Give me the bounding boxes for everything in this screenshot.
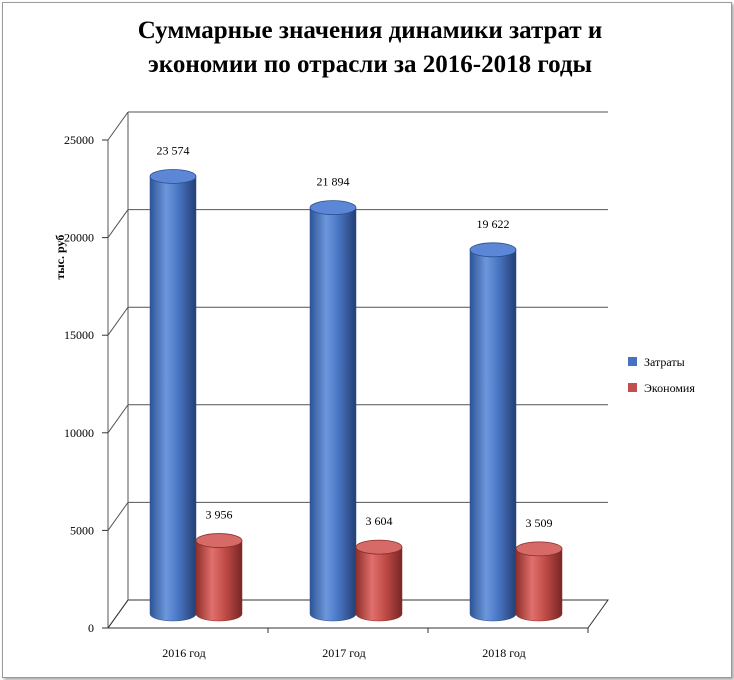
data-label: 19 622 [477, 217, 510, 231]
bar-top [309, 200, 357, 216]
bar [355, 546, 403, 622]
gridline-side [107, 502, 129, 531]
y-tick-label: 25000 [64, 133, 94, 147]
bar-top [515, 541, 563, 557]
bar [309, 207, 357, 622]
bar-top [355, 539, 403, 555]
chart-title-line-2: экономии по отрасли за 2016-2018 годы [147, 51, 593, 78]
bar [195, 540, 243, 622]
data-label: 3 956 [206, 508, 233, 522]
y-tick-label: 20000 [64, 231, 94, 245]
bar [149, 176, 197, 622]
y-axis-title: тыс. руб [53, 235, 67, 280]
gridline-side [107, 209, 129, 238]
gridline-side [107, 306, 129, 336]
gridline-side [107, 111, 129, 141]
data-label: 3 509 [526, 516, 553, 530]
bar [515, 548, 563, 622]
gridline-side [107, 404, 129, 434]
chart-title: Суммарные значения динамики затрат и эко… [40, 14, 700, 82]
legend-label: Экономия [644, 381, 695, 395]
legend-swatch [628, 383, 637, 392]
x-tick-label: 2016 год [162, 646, 205, 660]
x-tick-label: 2017 год [322, 646, 365, 660]
legend-label: Затраты [644, 355, 685, 369]
bar-top [149, 169, 197, 184]
x-tick-label: 2018 год [482, 646, 525, 660]
y-tick-label: 10000 [64, 426, 94, 440]
bar-top [195, 533, 243, 548]
y-tick-label: 15000 [64, 328, 94, 342]
bar-top [469, 242, 517, 258]
data-label: 23 574 [157, 143, 190, 157]
bar [469, 249, 517, 622]
y-tick-label: 5000 [70, 523, 94, 537]
data-label: 3 604 [366, 514, 393, 528]
data-label: 21 894 [317, 175, 350, 189]
legend-swatch [628, 357, 637, 366]
chart-title-line-1: Суммарные значения динамики затрат и [137, 17, 603, 44]
y-tick-label: 0 [88, 621, 94, 635]
